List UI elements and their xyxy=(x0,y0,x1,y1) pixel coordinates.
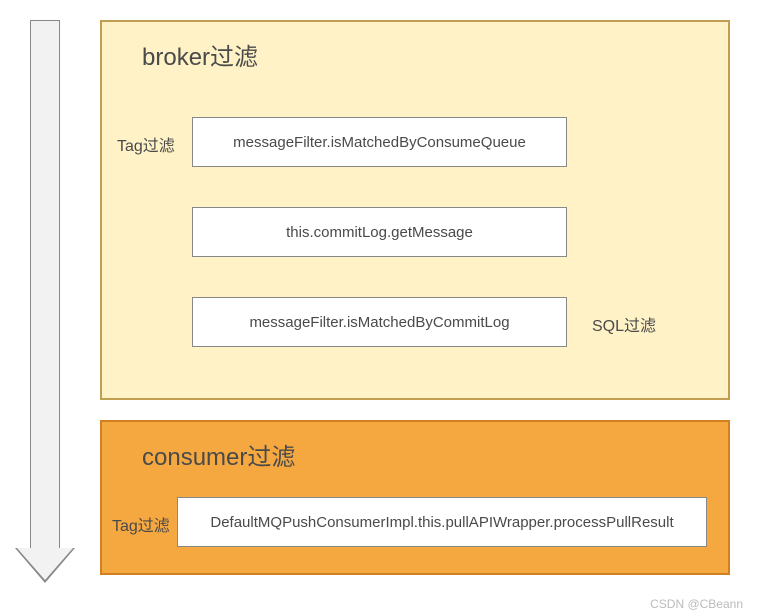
method-box: messageFilter.isMatchedByConsumeQueue xyxy=(192,117,567,167)
method-box: DefaultMQPushConsumerImpl.this.pullAPIWr… xyxy=(177,497,707,547)
watermark: CSDN @CBeann xyxy=(650,597,743,611)
broker-title: broker过滤 xyxy=(142,37,258,72)
arrow-shaft xyxy=(30,20,60,550)
arrow-head-fill xyxy=(17,548,73,580)
method-box: messageFilter.isMatchedByCommitLog xyxy=(192,297,567,347)
method-box: this.commitLog.getMessage xyxy=(192,207,567,257)
broker-panel: broker过滤 Tag过滤 messageFilter.isMatchedBy… xyxy=(100,20,730,400)
consumer-tag-filter-label: Tag过滤 xyxy=(112,512,170,536)
diagram-container: broker过滤 Tag过滤 messageFilter.isMatchedBy… xyxy=(0,0,758,616)
broker-tag-filter-label: Tag过滤 xyxy=(117,132,175,156)
consumer-panel: consumer过滤 Tag过滤 DefaultMQPushConsumerIm… xyxy=(100,420,730,575)
consumer-title: consumer过滤 xyxy=(142,437,295,472)
broker-sql-filter-label: SQL过滤 xyxy=(592,312,656,336)
flow-arrow xyxy=(20,20,70,580)
